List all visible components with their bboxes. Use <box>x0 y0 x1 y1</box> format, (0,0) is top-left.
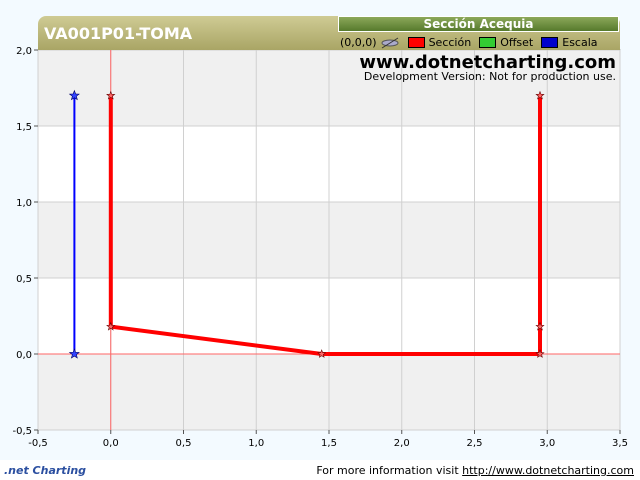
measure-icon <box>381 37 399 48</box>
data-point <box>317 349 327 358</box>
footer-info: For more information visit http://www.do… <box>316 464 634 477</box>
footer <box>0 460 640 480</box>
y-tick-label: 2,0 <box>16 46 32 57</box>
x-tick-label: 2,5 <box>467 438 483 449</box>
legend-label-seccion: Sección <box>428 36 472 49</box>
legend-origin-label: (0,0,0) <box>340 36 377 49</box>
y-tick-label: 1,0 <box>16 198 32 209</box>
y-tick-label: 0,5 <box>16 274 32 285</box>
x-tick-label: 3,0 <box>539 438 555 449</box>
y-tick-label: -0,5 <box>12 426 32 437</box>
y-tick-label: 0,0 <box>16 350 32 361</box>
y-tick-label: 1,5 <box>16 122 32 133</box>
x-tick-label: 1,0 <box>248 438 264 449</box>
footer-logo: .net Charting <box>4 464 87 477</box>
x-tick-label: 1,5 <box>321 438 337 449</box>
data-point <box>535 90 545 100</box>
footer-info-text: For more information visit <box>316 464 459 477</box>
chart-title: VA001P01-TOMA <box>44 24 193 43</box>
legend-swatch-seccion <box>407 37 425 48</box>
legend: (0,0,0) Sección Offset Escala <box>340 36 598 49</box>
legend-swatch-offset <box>479 37 497 48</box>
x-tick-label: 0,0 <box>103 438 119 449</box>
x-tick-label: 2,0 <box>394 438 410 449</box>
watermark-site: www.dotnetcharting.com <box>359 52 616 73</box>
x-tick-label: 0,5 <box>176 438 192 449</box>
footer-link[interactable]: http://www.dotnetcharting.com <box>462 464 634 477</box>
legend-label-escala: Escala <box>562 36 598 49</box>
legend-header: Sección Acequia <box>338 16 619 32</box>
data-point <box>106 90 116 100</box>
data-point <box>106 321 116 331</box>
data-point <box>535 321 545 331</box>
data-point <box>68 89 80 101</box>
x-tick-label: -0,5 <box>28 438 48 449</box>
legend-label-offset: Offset <box>500 36 534 49</box>
series-line-0 <box>108 95 542 356</box>
legend-swatch-escala <box>541 37 559 48</box>
data-point <box>68 348 80 359</box>
data-point <box>535 349 545 358</box>
watermark-note: Development Version: Not for production … <box>363 70 616 83</box>
x-tick-label: 3,5 <box>612 438 628 449</box>
